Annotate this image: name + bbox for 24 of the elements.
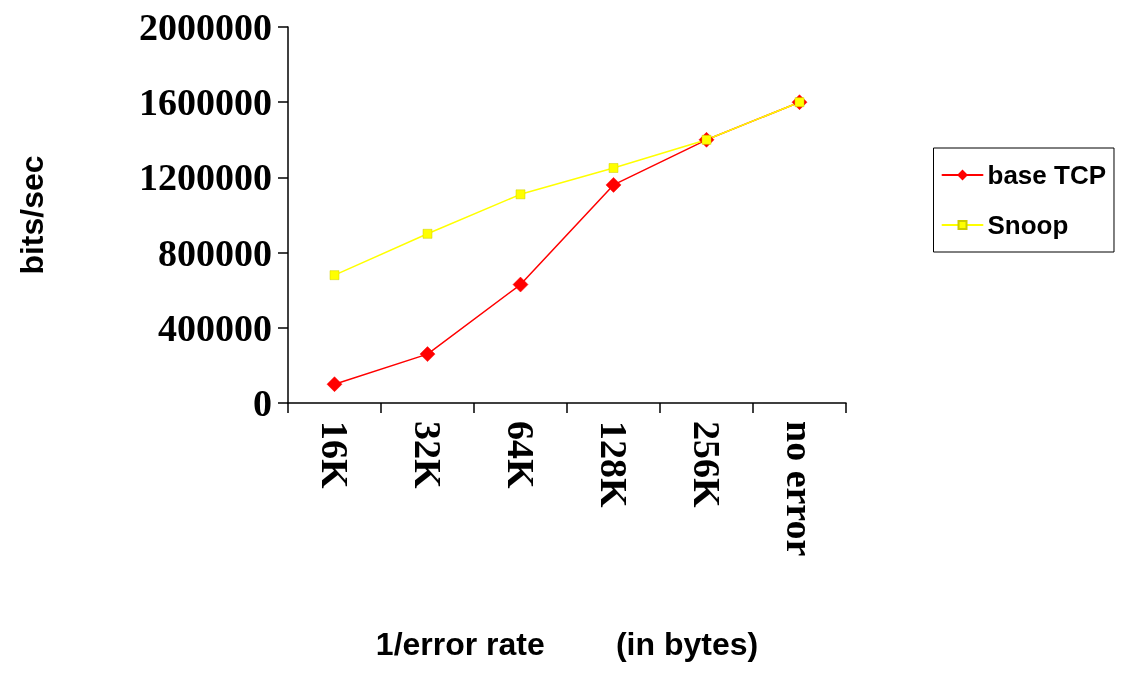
point (512, 276, 529, 293)
x-tick-label: no error (778, 421, 821, 557)
x-axis-title: 1/error rate (in bytes) (375, 626, 759, 662)
x-tick-label: 16K (313, 421, 356, 489)
y-tick-label: 400000 (158, 306, 272, 349)
y-tick-label: 2000000 (139, 6, 272, 48)
y-tick-label: 800000 (158, 231, 272, 274)
y-tick-label: 1200000 (139, 156, 272, 199)
y-tick-label: 0 (253, 382, 272, 424)
x-tick-label: 128K (592, 421, 635, 508)
y-axis-title: bits/sec (14, 155, 50, 275)
point (422, 229, 433, 239)
point (329, 270, 340, 280)
point (419, 346, 436, 362)
point (515, 189, 526, 200)
legend-label: Snoop (987, 210, 1069, 240)
y-tick-label: 1600000 (139, 81, 272, 124)
x-tick-label: 64K (499, 421, 542, 489)
point (605, 177, 622, 193)
legend-label: base TCP (987, 160, 1107, 190)
x-tick-label: 32K (406, 421, 449, 489)
point (608, 163, 619, 173)
x-tick-label: 256K (685, 421, 728, 508)
point (326, 376, 343, 392)
